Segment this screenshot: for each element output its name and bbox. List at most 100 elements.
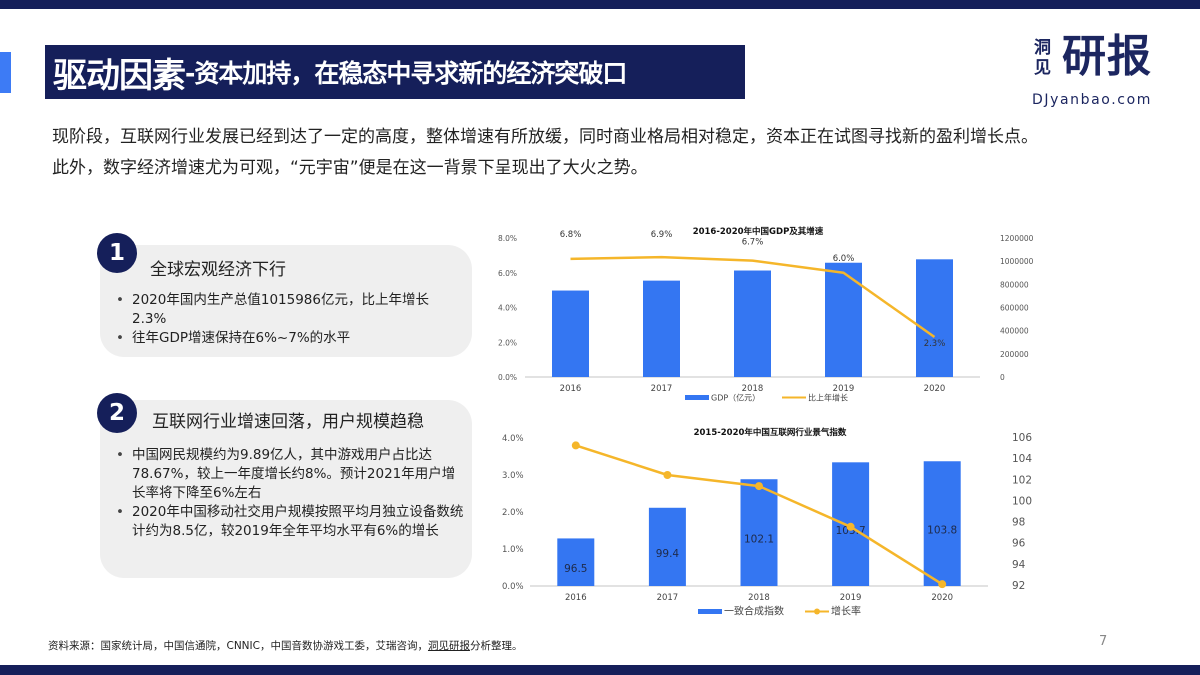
right-axis-tick: 98 [1012,517,1025,529]
x-axis-category: 2019 [840,593,862,603]
line-marker [938,580,947,589]
right-axis-tick: 600000 [1000,304,1029,313]
page-title-subtitle: -资本加持，在稳态中寻求新的经济突破口 [185,59,627,88]
x-axis-category: 2017 [657,593,679,603]
right-axis-tick: 102 [1012,474,1032,486]
number-badge-2: 2 [97,393,137,433]
gdp-growth-chart: 2016-2020年中国GDP及其增速 0.0% 2.0% 4.0% 6.0% 8.0% 0… [490,215,1050,415]
legend-bar-swatch [698,609,722,614]
line-value-label: 6.9% [651,230,673,240]
bullet-item: 中国网民规模约为9.89亿人，其中游戏用户占比达78.67%，较上一年度增长约8… [112,446,464,503]
top-banner-bar [0,0,1200,9]
left-axis-tick: 0.0% [502,582,524,592]
x-axis-category: 2016 [560,384,582,394]
card-title-global-economy: 全球宏观经济下行 [150,260,286,280]
bar-value-label: 99.4 [656,548,680,560]
right-axis-tick: 96 [1012,538,1026,550]
line-value-label: 2.3% [924,339,946,349]
logo-big-chars: 研报 [1062,31,1152,82]
bar [740,479,778,586]
bar-value-label: 103.7 [836,525,866,537]
legend-label: GDP（亿元） [711,393,760,403]
line-value-label: 6.0% [833,254,855,264]
internet-prosperity-index-chart: 2015-2020年中国互联网行业景气指数 0.0% 1.0% 2.0% 3.0% 4.0… [490,420,1050,625]
intro-paragraph: 现阶段，互联网行业发展已经到达了一定的高度，整体增速有所放缓，同时商业格局相对稳… [52,122,1172,184]
x-axis-category: 2018 [748,593,770,603]
legend-label: 一致合成指数 [724,605,784,618]
left-axis-tick: 2.0% [498,338,517,347]
bar-value-label: 103.8 [927,525,957,537]
growth-line [570,255,936,339]
x-axis-category: 2016 [565,593,587,603]
left-axis-tick: 0.0% [498,373,517,382]
x-axis-category: 2019 [833,384,855,394]
source-text: 资料来源：国家统计局，中国信通院，CNNIC，中国音数协游戏工委，艾瑞咨询， [48,640,428,652]
right-axis-tick: 1200000 [1000,234,1034,243]
line-marker [755,482,763,491]
card-2-bullet-list: 中国网民规模约为9.89亿人，其中游戏用户占比达78.67%，较上一年度增长约8… [112,446,464,541]
chart-title: 2016-2020年中国GDP及其增速 [693,226,824,237]
source-link[interactable]: 洞见研报 [427,640,470,652]
left-axis-tick: 6.0% [498,269,517,278]
card-title-internet-industry: 互联网行业增速回落，用户规模趋稳 [152,412,424,432]
bar [734,270,771,377]
right-axis-tick: 800000 [1000,280,1029,289]
line-value-label: 6.8% [560,230,582,240]
x-axis-category: 2017 [651,384,673,394]
index-chart-canvas: 2015-2020年中国互联网行业景气指数 0.0% 1.0% 2.0% 3.0% 4.0… [502,427,1032,618]
legend-label: 比上年增长 [808,393,848,403]
title-accent-tab [0,52,11,93]
left-axis-tick: 4.0% [502,434,524,444]
bullet-item: 往年GDP增速保持在6%~7%的水平 [112,329,457,348]
left-axis-tick: 1.0% [502,545,524,555]
gdp-chart-canvas: 2016-2020年中国GDP及其增速 0.0% 2.0% 4.0% 6.0% 8.0% 0… [498,226,1034,403]
page-number: 7 [1099,634,1108,649]
legend-marker [814,608,820,615]
bar [557,538,595,586]
line-value-label: 6.7% [742,238,764,248]
bullet-item: 2020年国内生产总值1015986亿元，比上年增长2.3% [112,291,457,329]
bar [552,290,589,377]
left-axis-tick: 3.0% [502,471,524,481]
intro-line-2: 此外，数字经济增速尤为可观，“元宇宙”便是在这一背景下呈现出了大火之势。 [52,158,648,178]
card-1-bullet-list: 2020年国内生产总值1015986亿元，比上年增长2.3% 往年GDP增速保持… [112,291,457,348]
chart-title: 2015-2020年中国互联网行业景气指数 [694,427,847,438]
page-title-main: 驱动因素 [53,55,186,96]
logo-url: DJyanbao.com [1032,92,1152,108]
right-axis-tick: 1000000 [1000,257,1034,266]
right-axis-tick: 94 [1012,559,1026,571]
right-axis-tick: 100 [1012,495,1032,507]
legend-bar-swatch [685,395,709,400]
bar [923,461,961,586]
bar [825,262,862,377]
bullet-item: 2020年中国移动社交用户规模按照平均月独立设备数统计约为8.5亿，较2019年… [112,503,464,541]
right-axis-tick: 92 [1012,580,1025,592]
right-axis-tick: 104 [1012,453,1032,465]
left-axis-tick: 2.0% [502,508,524,518]
right-axis-tick: 400000 [1000,327,1029,336]
intro-line-1: 现阶段，互联网行业发展已经到达了一定的高度，整体增速有所放缓，同时商业格局相对稳… [52,127,1038,147]
source-footnote: 资料来源：国家统计局，中国信通院，CNNIC，中国音数协游戏工委，艾瑞咨询，洞见… [48,638,522,653]
left-axis-tick: 8.0% [498,234,517,243]
logo-small-chars: 洞见 [1034,38,1051,78]
x-axis-category: 2020 [924,384,946,394]
bottom-banner-bar [0,665,1200,675]
left-axis-tick: 4.0% [498,304,517,313]
x-axis-category: 2018 [742,384,764,394]
bar [916,259,953,377]
right-axis-tick: 200000 [1000,350,1029,359]
x-axis-category: 2020 [931,593,953,603]
bar-value-label: 102.1 [744,534,774,546]
line-marker [571,441,580,450]
bar [648,507,686,586]
right-axis-tick: 106 [1012,432,1032,444]
bar-value-label: 96.5 [564,563,587,575]
right-axis-tick: 0 [1000,373,1005,382]
page-title: 驱动因素 -资本加持，在稳态中寻求新的经济突破口 [45,45,745,99]
number-badge-1: 1 [97,233,137,273]
legend-label: 增长率 [831,605,861,618]
djyanbao-logo: 洞见 研报 DJyanbao.com [1030,32,1170,112]
source-suffix: 分析整理。 [469,640,523,652]
bar [643,280,680,377]
line-marker [663,471,672,479]
